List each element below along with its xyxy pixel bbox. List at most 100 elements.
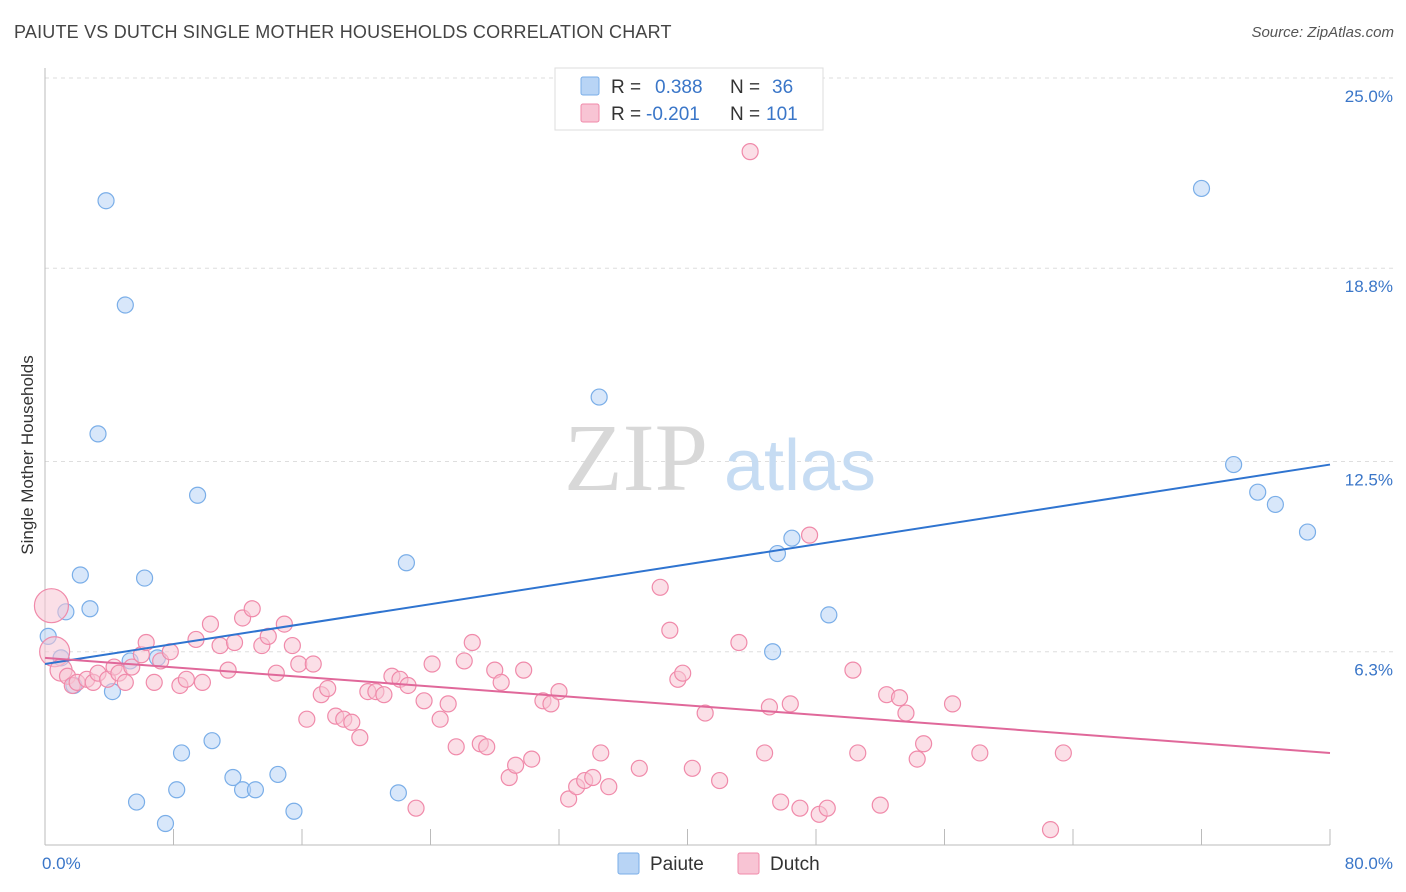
dutch-point bbox=[507, 756, 525, 774]
dutch-point bbox=[755, 744, 774, 762]
dutch-point bbox=[915, 735, 933, 753]
dutch-point bbox=[243, 600, 261, 618]
dutch-point bbox=[630, 759, 648, 777]
dutch-trend-line bbox=[44, 656, 1331, 754]
gridlines bbox=[45, 77, 1395, 653]
paiute-point bbox=[1298, 523, 1317, 541]
axes bbox=[44, 68, 1331, 846]
paiute-point bbox=[172, 744, 191, 762]
stats-paiute-r-label: R = bbox=[611, 77, 641, 98]
dutch-point bbox=[818, 799, 836, 817]
dutch-point bbox=[492, 673, 510, 691]
x-tick-label-min: 0.0% bbox=[42, 854, 81, 873]
y-tick-label: 6.3% bbox=[1354, 661, 1393, 680]
paiute-point bbox=[389, 784, 407, 802]
legend-dutch-swatch bbox=[737, 852, 760, 875]
dutch-point bbox=[225, 633, 244, 652]
paiute-point bbox=[246, 781, 265, 799]
stats-dutch-n-label: N = bbox=[730, 104, 760, 125]
dutch-point bbox=[351, 729, 369, 747]
chart-title: PAIUTE VS DUTCH SINGLE MOTHER HOUSEHOLDS… bbox=[14, 22, 672, 42]
stats-dutch-r-label: R = bbox=[611, 104, 641, 125]
dutch-point bbox=[781, 695, 799, 713]
dutch-point bbox=[908, 750, 926, 768]
dutch-point bbox=[267, 664, 285, 682]
paiute-point bbox=[764, 643, 782, 661]
dutch-point bbox=[283, 636, 301, 655]
dutch-point bbox=[661, 621, 679, 639]
paiute-point bbox=[820, 606, 838, 624]
legend-paiute-label: Paiute bbox=[650, 854, 704, 875]
stats-paiute-r-value: 0.388 bbox=[655, 77, 703, 98]
dutch-point bbox=[343, 713, 361, 731]
dutch-point bbox=[711, 771, 729, 790]
dutch-point bbox=[407, 799, 425, 817]
dutch-point bbox=[211, 636, 229, 655]
dutch-point bbox=[304, 655, 322, 673]
paiute-point bbox=[1266, 495, 1284, 514]
y-tick-label: 25.0% bbox=[1345, 87, 1393, 106]
dutch-point bbox=[447, 738, 465, 756]
dutch-point bbox=[651, 578, 669, 596]
stats-paiute-swatch bbox=[580, 76, 600, 96]
dutch-point bbox=[890, 689, 909, 707]
legend-paiute-swatch bbox=[617, 852, 640, 875]
stats-paiute-n-label: N = bbox=[730, 77, 760, 98]
x-tick-label-max: 80.0% bbox=[1345, 854, 1393, 873]
dutch-point bbox=[800, 526, 819, 544]
dutch-point bbox=[275, 615, 293, 633]
paiute-point bbox=[783, 529, 801, 547]
dutch-point bbox=[600, 778, 618, 796]
dutch-point bbox=[478, 738, 496, 756]
trend-lines bbox=[44, 463, 1331, 754]
dutch-point bbox=[696, 704, 714, 722]
dutch-point bbox=[201, 615, 220, 633]
source-label: Source: ZipAtlas.com bbox=[1251, 24, 1394, 41]
dutch-point bbox=[772, 793, 790, 811]
data-points bbox=[33, 106, 1317, 839]
dutch-point bbox=[791, 799, 809, 817]
dutch-point bbox=[1054, 744, 1072, 762]
dutch-point bbox=[375, 686, 393, 704]
paiute-point bbox=[156, 814, 175, 833]
dutch-point bbox=[33, 588, 70, 624]
paiute-point bbox=[768, 544, 787, 563]
dutch-point bbox=[145, 673, 163, 691]
tick-labels: 6.3% 12.5% 18.8% 25.0% 0.0% 80.0% bbox=[42, 87, 1393, 873]
paiute-point bbox=[97, 192, 115, 210]
dutch-point bbox=[844, 661, 862, 679]
paiute-point bbox=[89, 425, 107, 443]
dutch-point bbox=[871, 796, 889, 814]
dutch-point bbox=[1041, 821, 1060, 839]
dutch-point bbox=[943, 695, 962, 713]
dutch-point bbox=[560, 790, 578, 808]
dutch-point bbox=[897, 704, 915, 722]
stats-dutch-n-value: 101 bbox=[766, 104, 798, 125]
paiute-point bbox=[1249, 483, 1267, 501]
stats-box: R = 0.388 N = 36 R = -0.201 N = 101 bbox=[554, 67, 824, 131]
dutch-point bbox=[431, 710, 449, 728]
paiute-point bbox=[1225, 455, 1243, 474]
paiute-point bbox=[135, 569, 154, 587]
dutch-point bbox=[415, 692, 433, 710]
paiute-point bbox=[188, 486, 207, 504]
dutch-point bbox=[423, 655, 441, 673]
dutch-point bbox=[439, 695, 457, 713]
watermark: ZIP atlas bbox=[564, 404, 876, 511]
dutch-point bbox=[592, 744, 610, 762]
dutch-point bbox=[290, 655, 308, 673]
watermark-zip: ZIP bbox=[564, 404, 708, 511]
paiute-point bbox=[81, 600, 99, 618]
dutch-point bbox=[455, 652, 473, 670]
dutch-point bbox=[523, 750, 541, 768]
dutch-point bbox=[116, 673, 134, 691]
dutch-point bbox=[584, 768, 602, 787]
y-tick-label: 18.8% bbox=[1345, 277, 1393, 296]
dutch-point bbox=[674, 664, 692, 682]
legend-dutch-label: Dutch bbox=[770, 854, 820, 875]
dutch-point bbox=[137, 633, 155, 652]
paiute-point bbox=[397, 554, 416, 572]
dutch-point bbox=[463, 633, 481, 652]
dutch-point bbox=[177, 670, 195, 688]
